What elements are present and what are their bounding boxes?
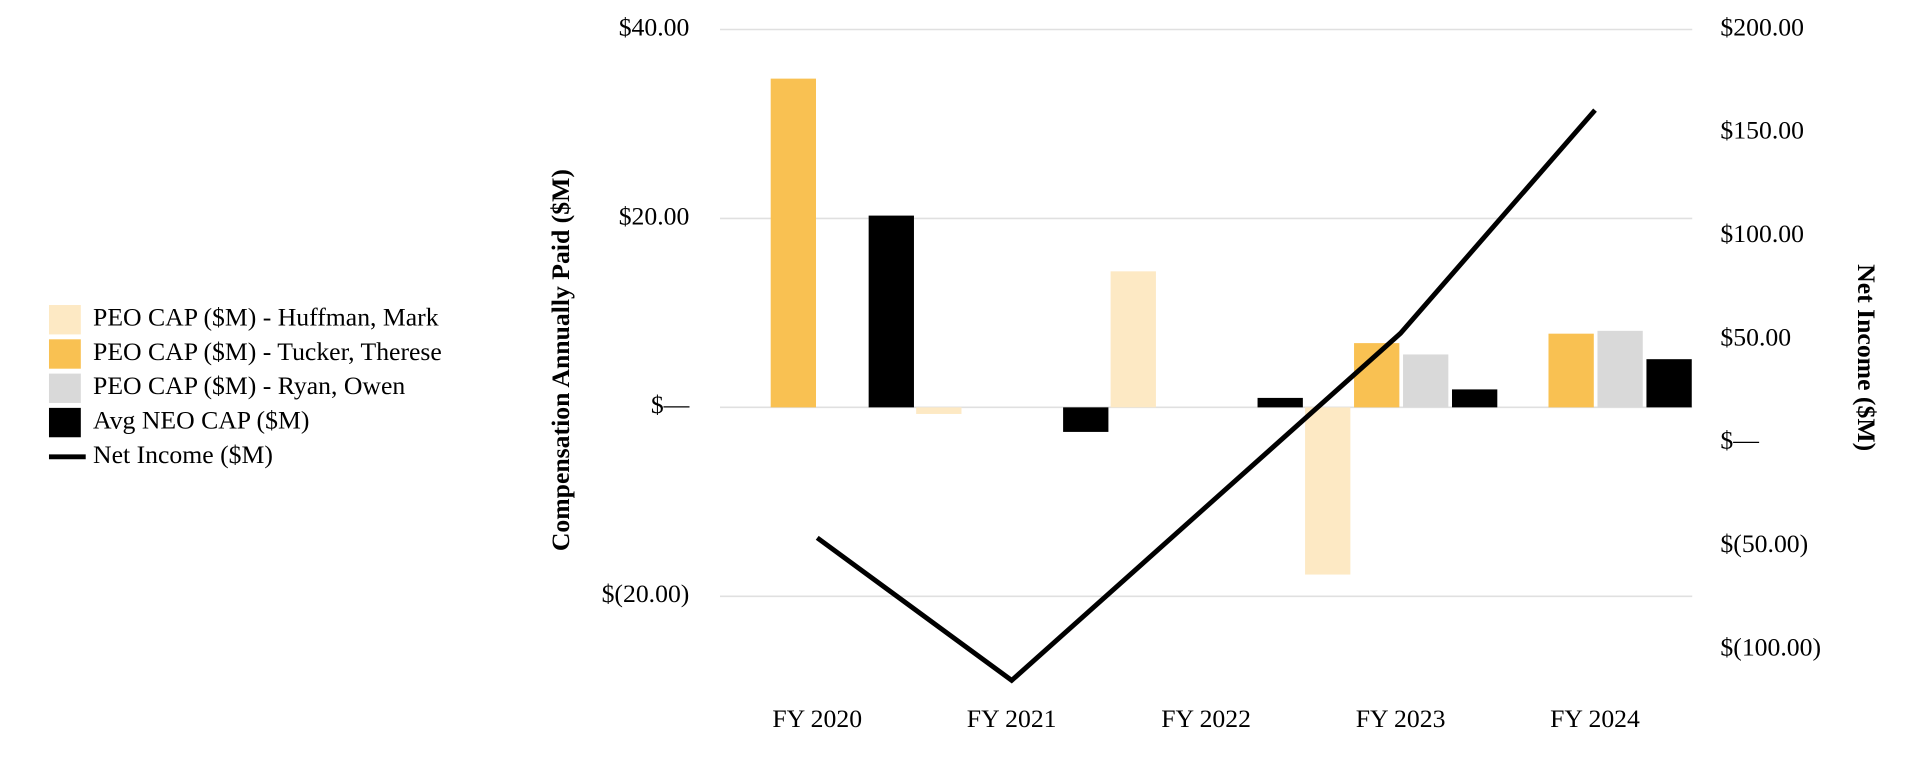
x-tick-label: FY 2023	[1356, 704, 1446, 733]
legend-label: Net Income ($M)	[93, 440, 273, 469]
x-tick-label: FY 2022	[1161, 704, 1251, 733]
legend-label: PEO CAP ($M) - Ryan, Owen	[93, 371, 405, 400]
bar	[1257, 397, 1303, 408]
bar	[1548, 333, 1594, 408]
bar	[916, 407, 962, 414]
y2-tick-label: $50.00	[1720, 322, 1791, 351]
bar	[1305, 407, 1351, 575]
y-tick-label: $40.00	[619, 12, 690, 41]
net-income-line	[815, 108, 1597, 684]
bar	[1063, 407, 1109, 432]
legend-swatch	[48, 305, 81, 335]
legend-label: Avg NEO CAP ($M)	[93, 405, 309, 434]
y2-tick-label: $100.00	[1720, 219, 1804, 248]
y2-axis-title: Net Income ($M)	[1852, 264, 1881, 451]
legend-label: PEO CAP ($M) - Tucker, Therese	[93, 337, 442, 366]
legend-swatch	[48, 339, 81, 369]
legend-swatch	[48, 407, 81, 438]
x-tick-label: FY 2024	[1550, 704, 1640, 733]
y2-tick-label: $150.00	[1720, 116, 1804, 145]
bar	[1110, 271, 1156, 408]
y-tick-label: $—	[651, 390, 690, 419]
bar	[1452, 389, 1498, 408]
bar	[1403, 354, 1449, 408]
legend-swatch	[48, 373, 81, 403]
x-tick-label: FY 2020	[772, 704, 862, 733]
bar	[1597, 330, 1643, 408]
bar	[868, 215, 914, 408]
y-tick-label: $20.00	[619, 201, 690, 230]
bar	[1646, 359, 1692, 408]
legend-label: PEO CAP ($M) - Huffman, Mark	[93, 303, 439, 332]
y-tick-label: $(20.00)	[602, 579, 690, 608]
x-tick-label: FY 2021	[967, 704, 1057, 733]
y2-tick-label: $—	[1720, 426, 1759, 455]
y2-tick-label: $(50.00)	[1720, 529, 1808, 558]
y2-tick-label: $(100.00)	[1720, 632, 1821, 661]
bar	[770, 78, 816, 408]
y-axis-title: Compensation Annually Paid ($M)	[546, 169, 575, 551]
y2-tick-label: $200.00	[1720, 12, 1804, 41]
